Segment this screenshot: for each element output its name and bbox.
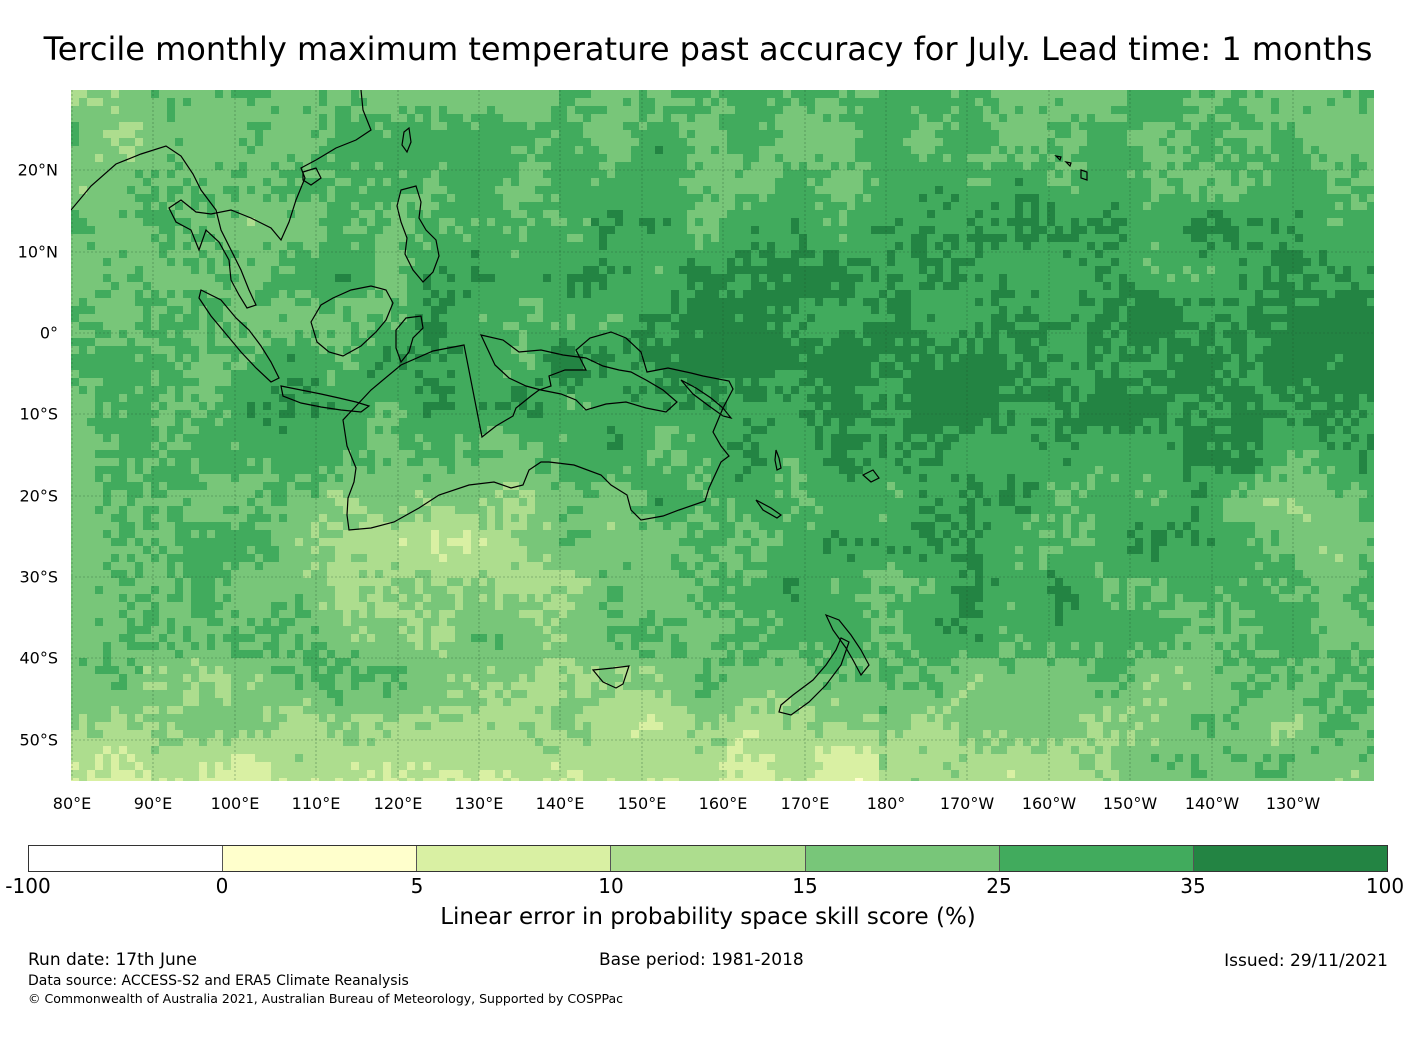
lat-label: 30°S [19,567,58,587]
lon-label: 110°E [291,794,341,813]
base-period: Base period: 1981-2018 [599,950,804,970]
colorbar-tick: 100 [1365,874,1405,898]
colorbar-segment [611,846,806,871]
lon-label: 160°E [698,794,748,813]
lon-label: 160°W [1021,794,1077,813]
coastline-sulawesi [395,315,424,364]
lon-label: 130°E [454,794,504,813]
coastline-borneo [310,285,394,357]
coastline-new-guinea [479,334,678,413]
colorbar-tick: 15 [792,874,818,898]
lon-label: 170°W [939,794,995,813]
colorbar-segment [999,846,1194,871]
graticule [71,90,1374,781]
coastline-new-caledonia [755,499,783,519]
coastline-fiji [861,469,880,483]
skill-score-map [71,90,1374,781]
coastlines [71,90,1088,716]
colorbar-tick: 5 [410,874,424,898]
lon-label: 140°E [535,794,585,813]
lat-label: 40°S [19,648,58,668]
colorbar-tick: 10 [598,874,624,898]
lon-label: 100°E [210,794,260,813]
lat-label: 20°S [19,486,58,506]
coastline-philippines [396,185,440,283]
coastline-hainan [302,167,322,186]
colorbar-segment [417,846,612,871]
coastline-taiwan [401,126,412,154]
coastline-java [280,385,371,413]
colorbar-segment [29,846,224,871]
coastline-solomon-islands [680,379,733,420]
lon-label: 130°W [1265,794,1321,813]
skill-field [71,90,1374,781]
colorbar-segment [223,846,418,871]
lon-label: 140°W [1184,794,1240,813]
coastline-sumatra [198,289,280,383]
coastline-hawaii [1054,155,1088,181]
lon-label: 170°E [780,794,830,813]
colorbar-tick: 0 [215,874,229,898]
lat-label: 10°N [17,242,58,262]
colorbar-segment [1193,846,1387,871]
lon-label: 90°E [133,794,173,813]
coastline-se-asia [71,90,372,309]
lon-label: 80°E [52,794,92,813]
run-date: Run date: 17th June [28,950,197,970]
colorbar [28,845,1388,872]
colorbar-tick: -100 [5,874,51,898]
lat-label: 20°N [17,160,58,180]
coastline-vanuatu [774,449,782,471]
lon-label: 150°E [617,794,667,813]
colorbar-tick: 25 [986,874,1012,898]
lat-label: 10°S [19,404,58,424]
coastline-nz-south [778,637,850,716]
colorbar-segment [805,846,1000,871]
lat-label: 0° [39,323,58,343]
map-title: Tercile monthly maximum temperature past… [43,30,1373,68]
coastline-nz-north [824,613,870,677]
lon-label: 120°E [373,794,423,813]
lon-label: 180° [866,794,906,813]
coastline-tasmania [591,665,630,689]
lat-label: 50°S [19,730,58,750]
colorbar-tick: 35 [1180,874,1206,898]
data-source: Data source: ACCESS-S2 and ERA5 Climate … [28,973,409,989]
copyright: © Commonwealth of Australia 2021, Austra… [28,991,623,1006]
lon-label: 150°W [1102,794,1158,813]
colorbar-label: Linear error in probability space skill … [440,904,976,930]
issued-date: Issued: 29/11/2021 [1224,951,1388,971]
